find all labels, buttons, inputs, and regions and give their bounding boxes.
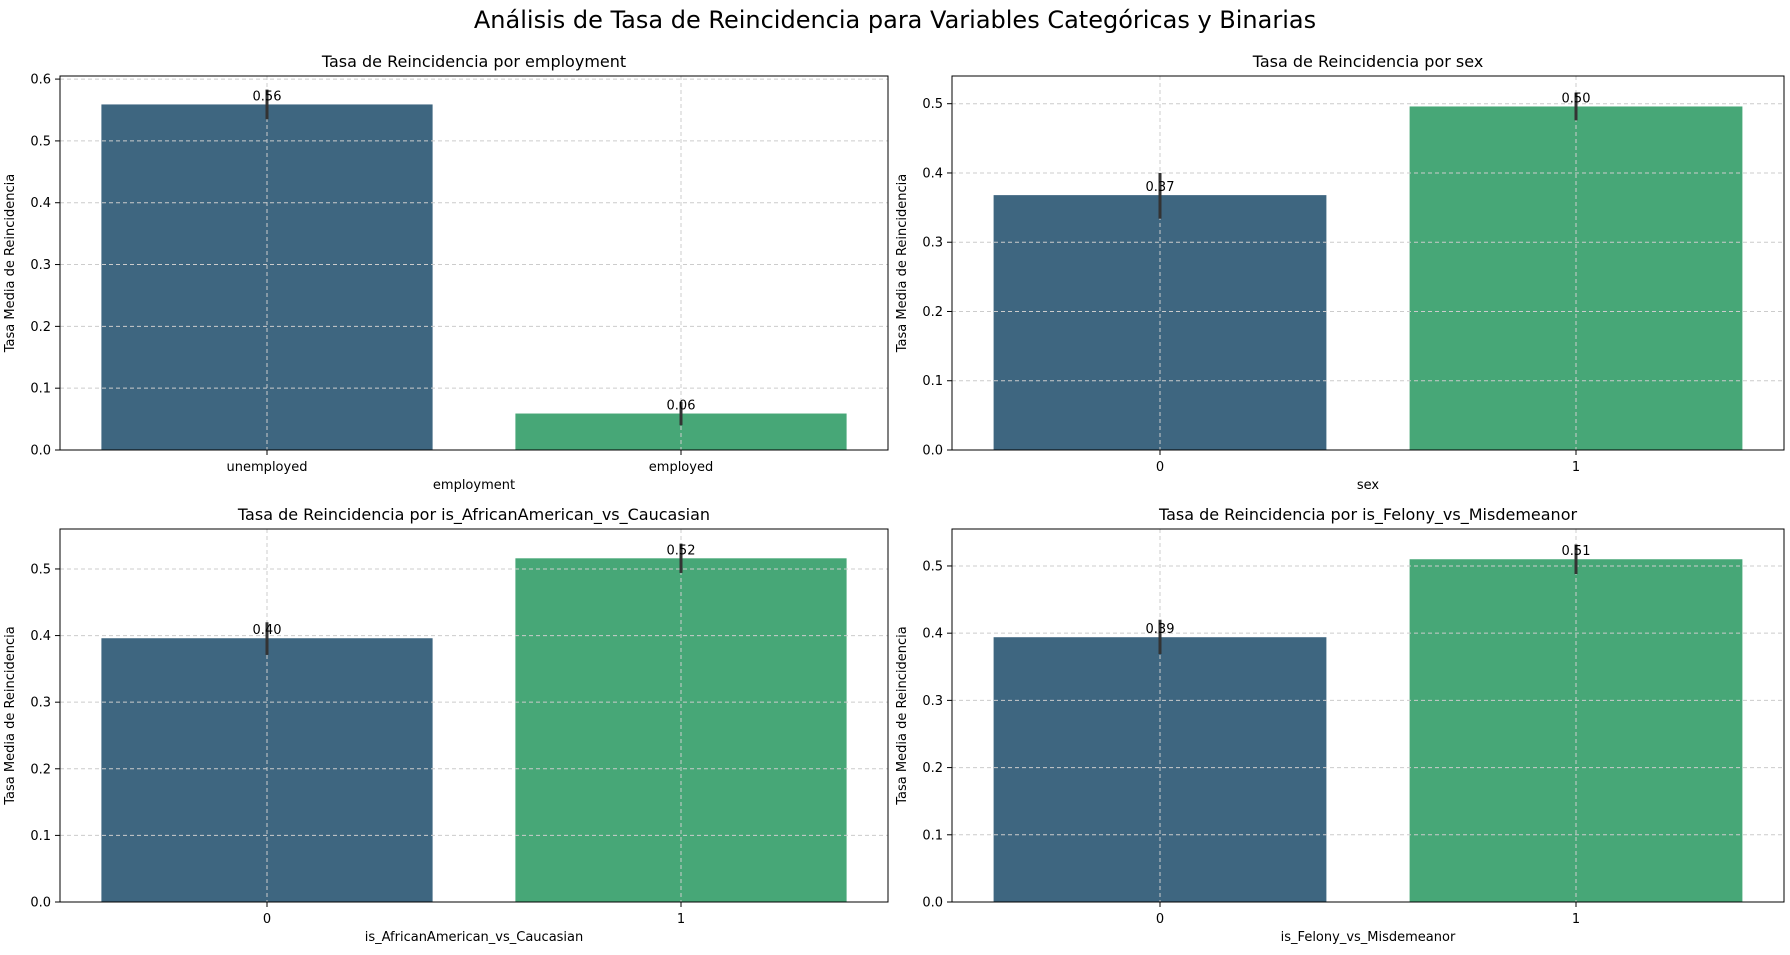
figure-suptitle: Análisis de Tasa de Reincidencia para Va…: [473, 6, 1317, 34]
value-label-0: 0.40: [253, 623, 282, 638]
y-tick-label-0: 0.0: [922, 896, 943, 911]
y-axis-label: Tasa Media de Reincidencia: [895, 174, 910, 353]
y-tick-label-1: 0.1: [922, 828, 943, 843]
y-tick-label-5: 0.5: [30, 134, 51, 149]
y-tick-label-0: 0.0: [30, 896, 51, 911]
value-label-1: 0.06: [667, 399, 696, 414]
chart-employment: 0.56 0.06 0.0 0.1 0.2 0.3 0.4 0.5 0.6 unemployed e…: [3, 52, 889, 493]
y-tick-label-3: 0.3: [922, 236, 943, 251]
y-tick-label-5: 0.5: [30, 562, 51, 577]
y-tick-label-4: 0.4: [30, 196, 51, 211]
bar-1: [1409, 559, 1743, 902]
chart-title: Tasa de Reincidencia por sex: [1252, 52, 1484, 71]
x-axis-label: employment: [433, 478, 515, 493]
axes-frame: [59, 75, 889, 451]
x-tick-label-1: 1: [1572, 912, 1580, 927]
chart-is-africanamerican-vs-caucasian: 0.40 0.52 0.0 0.1 0.2 0.3 0.4 0.5 0 1 is_AfricanAm…: [3, 505, 889, 945]
y-tick-label-5: 0.5: [922, 559, 943, 574]
y-tick-label-0: 0.0: [30, 444, 51, 459]
y-tick-label-4: 0.4: [922, 627, 943, 642]
value-label-0: 0.39: [1146, 622, 1175, 637]
x-axis-label: sex: [1357, 478, 1380, 493]
chart-title: Tasa de Reincidencia por is_Felony_vs_Mi…: [1158, 505, 1578, 525]
y-tick-label-5: 0.5: [922, 97, 943, 112]
value-label-1: 0.51: [1562, 544, 1591, 559]
y-tick-label-2: 0.2: [30, 762, 51, 777]
x-axis-label: is_AfricanAmerican_vs_Caucasian: [365, 930, 584, 945]
y-tick-label-3: 0.3: [30, 258, 51, 273]
axes-frame: [951, 528, 1785, 903]
chart-is-felony-vs-misdemeanor: 0.39 0.51 0.0 0.1 0.2 0.3 0.4 0.5 0 1 is_Felony_vs…: [895, 505, 1785, 945]
y-axis-label: Tasa Media de Reincidencia: [3, 626, 18, 805]
value-label-0: 0.56: [253, 89, 282, 104]
axes-frame: [59, 528, 889, 903]
x-tick-label-0: unemployed: [227, 460, 308, 475]
value-label-1: 0.52: [667, 543, 696, 558]
value-label-1: 0.50: [1562, 91, 1591, 106]
chart-title: Tasa de Reincidencia por is_AfricanAmeri…: [237, 505, 710, 525]
y-tick-label-2: 0.2: [30, 320, 51, 335]
y-tick-label-2: 0.2: [922, 305, 943, 320]
y-tick-label-4: 0.4: [30, 629, 51, 644]
y-tick-label-3: 0.3: [30, 696, 51, 711]
x-tick-label-1: 1: [677, 912, 685, 927]
axes-frame: [951, 75, 1785, 451]
x-axis-label: is_Felony_vs_Misdemeanor: [1281, 930, 1456, 945]
y-tick-label-0: 0.0: [922, 444, 943, 459]
y-tick-label-1: 0.1: [922, 374, 943, 389]
y-tick-label-1: 0.1: [30, 829, 51, 844]
x-tick-label-1: 1: [1572, 460, 1580, 475]
y-tick-label-2: 0.2: [922, 761, 943, 776]
y-tick-label-1: 0.1: [30, 382, 51, 397]
y-axis-label: Tasa Media de Reincidencia: [3, 174, 18, 353]
y-axis-label: Tasa Media de Reincidencia: [895, 626, 910, 805]
x-tick-label-1: employed: [649, 460, 713, 475]
y-tick-label-6: 0.6: [30, 73, 51, 88]
x-tick-label-0: 0: [1156, 460, 1164, 475]
y-tick-label-4: 0.4: [922, 166, 943, 181]
value-label-0: 0.37: [1146, 180, 1175, 195]
y-tick-label-3: 0.3: [922, 694, 943, 709]
chart-title: Tasa de Reincidencia por employment: [321, 52, 626, 71]
x-tick-label-0: 0: [1156, 912, 1164, 927]
x-tick-label-0: 0: [263, 912, 271, 927]
